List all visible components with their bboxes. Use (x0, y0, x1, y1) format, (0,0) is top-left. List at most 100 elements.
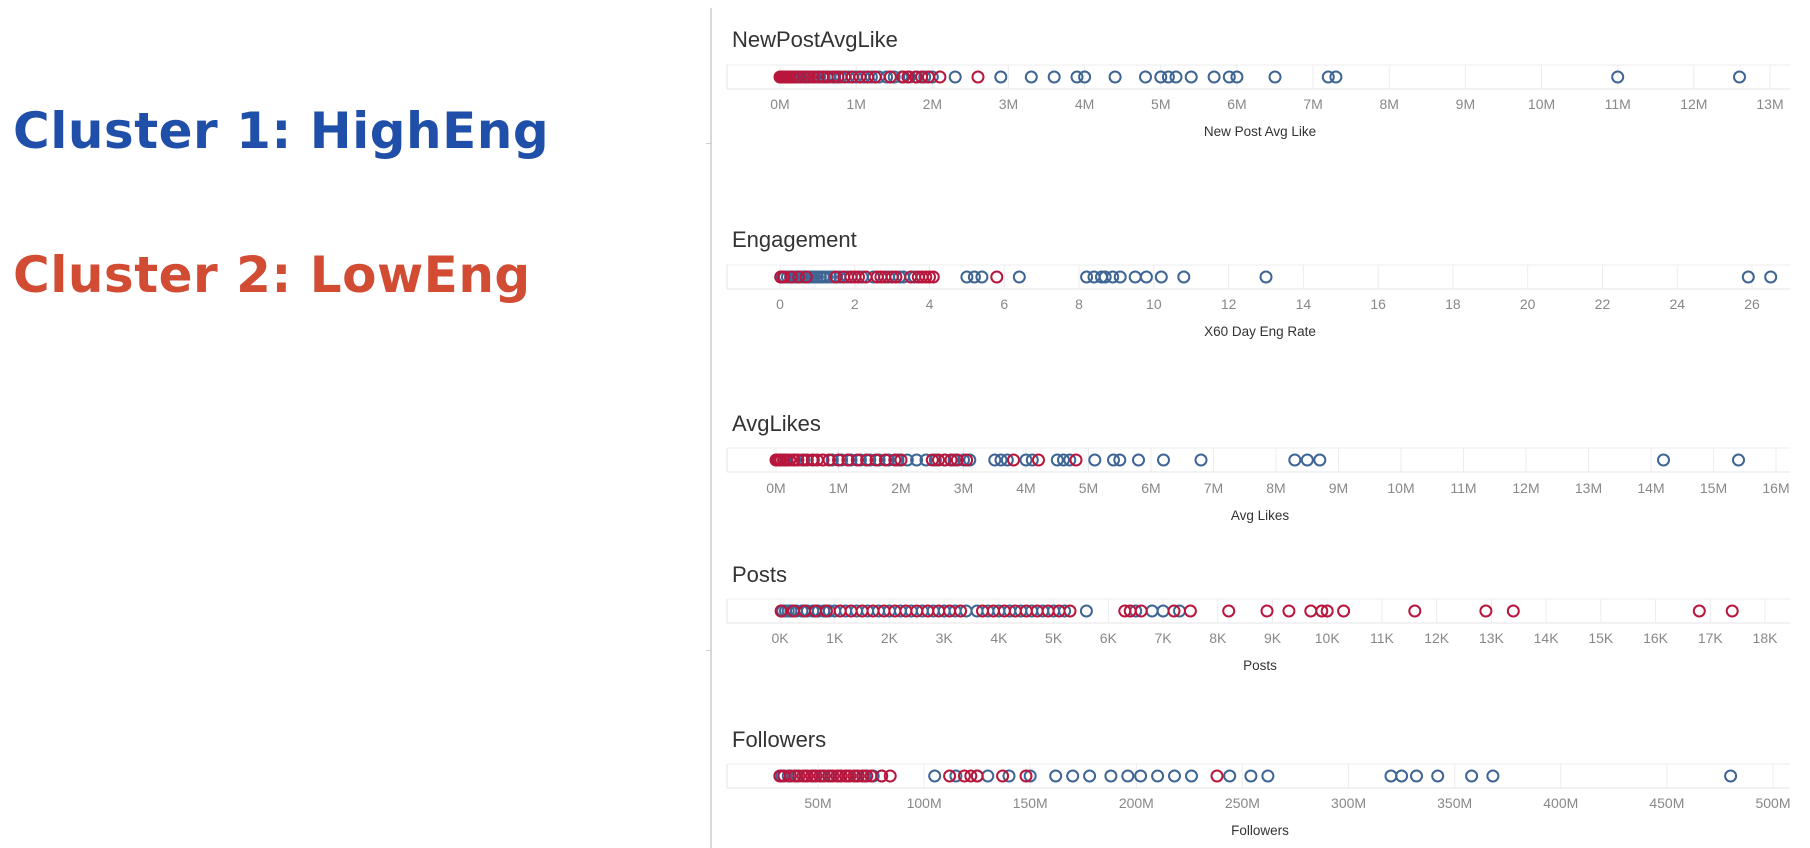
cluster-2-point (1167, 604, 1181, 618)
cluster-1-point (1185, 769, 1198, 783)
tick-label: 4M (1016, 480, 1035, 496)
cluster-2-point (1118, 604, 1132, 618)
cluster-2-point (800, 769, 814, 783)
cluster-2-point (830, 769, 844, 783)
tick-label: 15K (1588, 630, 1614, 646)
cluster-1-point (1078, 70, 1092, 84)
cluster-2-point (834, 769, 848, 783)
x-axis-label: X60 Day Eng Rate (1204, 324, 1316, 339)
tick-label: 100M (907, 795, 942, 811)
cluster-1-point (1268, 70, 1282, 84)
cluster-2-point (786, 70, 800, 84)
cluster-2-point (851, 769, 865, 783)
cluster-1-point (820, 270, 834, 284)
tick-label: 6 (1000, 296, 1008, 312)
cluster-2-point (798, 70, 812, 84)
tick-label: 50M (804, 795, 831, 811)
cluster-2-point (970, 769, 984, 783)
cluster-2-point (896, 70, 910, 84)
tick-label: 11M (1450, 480, 1476, 496)
tick-label: 10M (1528, 96, 1555, 112)
cluster-1-point (1486, 769, 1500, 783)
cluster-2-point (870, 270, 884, 284)
cluster-2-point (938, 453, 952, 467)
tick-label: 3M (999, 96, 1018, 112)
cluster-2-point (843, 769, 857, 783)
x-axis-label: Posts (1243, 658, 1277, 673)
tick-label: 8M (1380, 96, 1399, 112)
cluster-2-point (923, 270, 936, 284)
tick-label: 12 (1221, 296, 1237, 312)
cluster-1-point (1121, 769, 1135, 783)
cluster-1-point (887, 70, 901, 84)
cluster-2-point (817, 769, 831, 783)
tick-label: 0M (770, 96, 789, 112)
tick-label: 12M (1680, 96, 1707, 112)
cluster-1-point (1329, 70, 1343, 84)
cluster-2-point (1069, 453, 1083, 467)
tick-label: 5M (1079, 480, 1098, 496)
cluster-2-point (868, 70, 882, 84)
cluster-2-point (1408, 604, 1422, 618)
cluster-2-point (885, 270, 899, 284)
posts-dot-plot: Posts Posts 0K 1K 2K 3K 4K 5K 6K 7K 8K 9K 10K 11K 12… (726, 562, 1790, 673)
cluster-2-point (1692, 604, 1706, 618)
cluster-1-point (948, 70, 962, 84)
cluster-2-point (919, 270, 933, 284)
tick-label: 17K (1698, 630, 1724, 646)
cluster-2-point (960, 453, 974, 467)
cluster-1-point (1732, 453, 1745, 467)
cluster-1-point (1139, 270, 1153, 284)
tick-label: 11K (1370, 630, 1395, 646)
cluster-1-point (1184, 70, 1198, 84)
cluster-1-point (949, 769, 963, 783)
tick-label: 10 (1146, 296, 1162, 312)
cluster-2-point (1134, 604, 1148, 618)
cluster-1-point (1134, 769, 1148, 783)
cluster-2-point (964, 769, 978, 783)
cluster-1-point (919, 453, 933, 467)
cluster-1-point (1410, 769, 1423, 783)
cluster-1-point (1741, 270, 1755, 284)
cluster-1-point (1222, 70, 1236, 84)
cluster-2-point (832, 453, 845, 467)
cluster-1-point (1012, 270, 1026, 284)
cluster-1-point (1431, 769, 1445, 783)
cluster-1-point (988, 453, 1002, 467)
tick-label: 3K (936, 630, 954, 646)
cluster-2-point (950, 453, 964, 467)
cluster-1-point (1465, 769, 1479, 783)
tick-label: 4K (990, 630, 1008, 646)
cluster-1-point (1384, 769, 1398, 783)
avglikes-dot-plot: AvgLikes Avg Likes 0M 1M 2M 3M 4M 5M 6M 7M 8M 9M 1… (726, 411, 1790, 523)
cluster-1-point (1023, 769, 1037, 783)
chart-title: AvgLikes (732, 411, 821, 436)
cluster-1-point (1207, 70, 1221, 84)
tick-label: 13K (1479, 630, 1505, 646)
cluster-2-point (883, 70, 897, 84)
cluster-2-point (831, 70, 845, 84)
tick-label: 2 (851, 296, 859, 312)
cluster-2-point (875, 769, 889, 783)
cluster-1-point (1724, 769, 1738, 783)
cluster-2-point (860, 453, 874, 467)
tick-label: 400M (1543, 795, 1578, 811)
tick-label: 22 (1595, 296, 1611, 312)
cluster-1-point (1107, 453, 1120, 467)
cluster-2-point (957, 769, 971, 783)
tick-label: 18K (1753, 630, 1779, 646)
cluster-1-point (1177, 270, 1191, 284)
engagement-dot-plot: Engagement X60 Day Eng Rate 0 2 4 6 8 10 12 14 1… (726, 227, 1790, 339)
cluster-1-point (994, 453, 1008, 467)
tick-label: 24 (1669, 296, 1685, 312)
cluster-2-point (805, 769, 819, 783)
cluster-2-point (787, 453, 800, 467)
cluster-2-point (1032, 453, 1045, 467)
cluster-2-point (1007, 453, 1020, 467)
cluster-1-point (1050, 453, 1064, 467)
cluster-1-point (967, 270, 981, 284)
cluster-1-point (1079, 604, 1093, 618)
cluster-1-point (1154, 70, 1168, 84)
cluster-1-point (1657, 453, 1670, 467)
cluster-1-point (1002, 769, 1016, 783)
